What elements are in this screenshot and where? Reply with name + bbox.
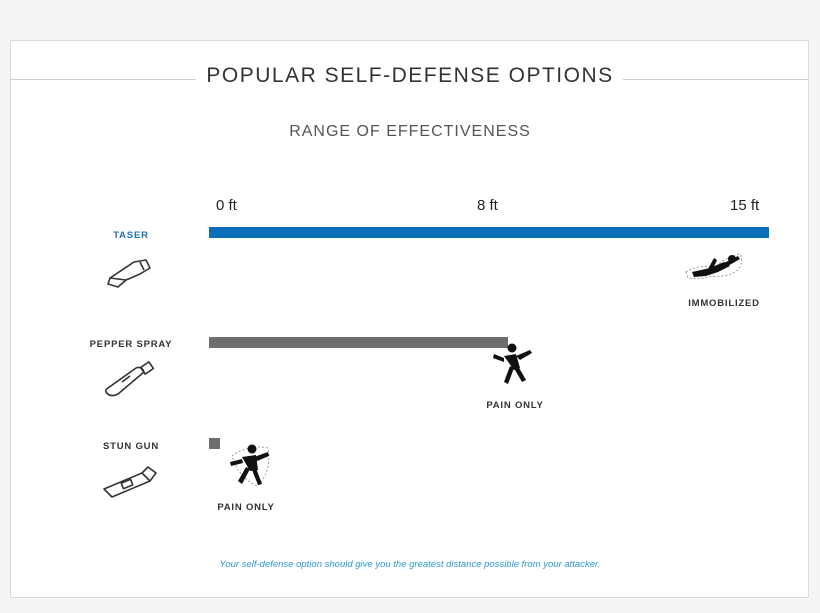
- tick-label-0: 0 ft: [216, 197, 237, 214]
- tick-label-2: 15 ft: [730, 197, 760, 214]
- footnote: Your self-defense option should give you…: [219, 559, 601, 570]
- tick-label-1: 8 ft: [477, 197, 498, 214]
- category-label-taser: TASER: [113, 230, 149, 241]
- outcome-label-pepper-spray: PAIN ONLY: [486, 400, 544, 411]
- falling-person-icon: [685, 253, 742, 280]
- bar-pepper-spray: [209, 337, 508, 348]
- category-label-pepper-spray: PEPPER SPRAY: [89, 339, 173, 350]
- chart-title: POPULAR SELF-DEFENSE OPTIONS: [206, 64, 614, 87]
- taser-icon: [107, 259, 151, 288]
- bar-stun-gun: [209, 438, 220, 449]
- title-rule-left: [10, 79, 196, 80]
- chart-card: [10, 40, 809, 598]
- chart-subtitle: RANGE OF EFFECTIVENESS: [289, 123, 531, 140]
- pepper-spray-icon: [104, 361, 155, 397]
- bar-taser: [209, 227, 769, 238]
- hurt-person-icon: [493, 343, 532, 384]
- hurt-person-icon: [230, 444, 270, 487]
- outcome-label-stun-gun: PAIN ONLY: [217, 502, 275, 513]
- outcome-label-taser: IMMOBILIZED: [688, 298, 760, 309]
- stun-gun-icon: [103, 466, 157, 498]
- title-rule-right: [623, 79, 809, 80]
- category-label-stun-gun: STUN GUN: [102, 441, 159, 452]
